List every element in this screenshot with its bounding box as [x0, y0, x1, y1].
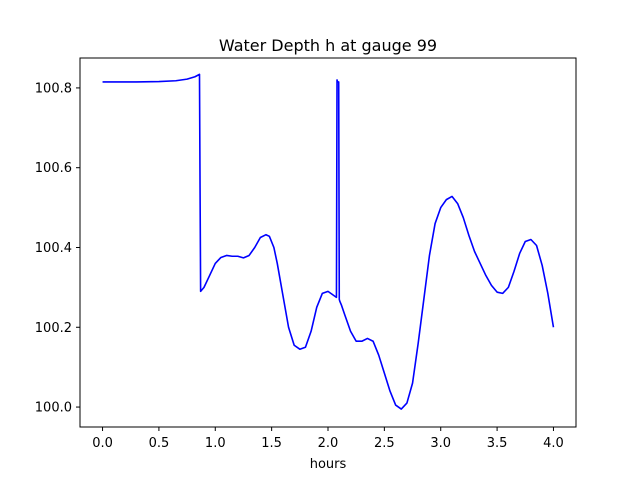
- y-axis: 100.0 100.2 100.4 100.6 100.8: [35, 81, 80, 416]
- plot-frame: [79, 57, 577, 428]
- plot-area: [102, 73, 555, 410]
- y-tick-label: 100.0: [35, 401, 72, 416]
- x-tick-label: 4.0: [543, 436, 564, 451]
- x-tick-label: 0.5: [149, 436, 170, 451]
- x-tick-label: 2.5: [374, 436, 395, 451]
- x-tick-label: 1.5: [261, 436, 282, 451]
- y-tick-label: 100.4: [35, 241, 72, 256]
- y-tick-label: 100.2: [35, 321, 72, 336]
- y-tick-label: 100.8: [35, 81, 72, 96]
- x-tick-label: 1.0: [205, 436, 226, 451]
- chart-title: Water Depth h at gauge 99: [219, 36, 437, 55]
- x-axis: 0.0 0.5 1.0 1.5 2.0 2.5 3.0 3.5 4.0: [92, 427, 564, 451]
- y-tick-label: 100.6: [35, 161, 72, 176]
- x-tick-label: 3.0: [430, 436, 451, 451]
- series-line-0: [102, 73, 555, 410]
- x-tick-label: 3.5: [487, 436, 508, 451]
- x-tick-label: 0.0: [92, 436, 113, 451]
- x-axis-label: hours: [310, 457, 347, 472]
- x-tick-label: 2.0: [318, 436, 339, 451]
